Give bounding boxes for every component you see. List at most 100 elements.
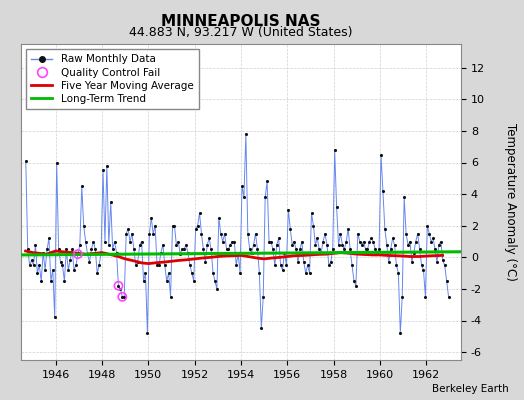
Point (387, 246, 395, 253)
Point (303, 262, 312, 268)
Point (249, 242, 258, 248)
Point (288, 242, 297, 248)
Point (423, 222, 432, 229)
Point (159, 242, 167, 248)
Point (172, 242, 181, 248)
Point (272, 242, 281, 248)
Point (286, 226, 294, 232)
Point (411, 238, 420, 245)
Text: MINNEAPOLIS NAS: MINNEAPOLIS NAS (161, 14, 321, 29)
Point (141, 270, 150, 276)
Point (211, 278, 219, 284)
Point (338, 242, 346, 248)
Point (383, 242, 391, 248)
Point (78, 183, 86, 189)
Point (373, 249, 381, 256)
Point (292, 246, 300, 253)
Point (242, 131, 250, 137)
Point (49, 267, 57, 273)
Point (267, 238, 275, 245)
Point (168, 222, 177, 229)
Point (147, 214, 156, 221)
Point (301, 270, 310, 276)
Point (228, 238, 236, 245)
Point (31, 242, 40, 248)
Point (282, 262, 291, 268)
Point (66, 257, 74, 264)
Point (153, 262, 161, 268)
Point (261, 194, 269, 200)
Point (57, 259, 65, 265)
Point (103, 162, 111, 169)
Point (124, 226, 132, 232)
Point (116, 286, 125, 292)
Point (180, 246, 188, 253)
Point (321, 230, 329, 237)
Point (26, 262, 34, 268)
Point (89, 238, 97, 245)
Point (178, 246, 187, 253)
Point (270, 262, 279, 268)
Point (367, 235, 376, 242)
Point (269, 246, 277, 253)
Point (416, 246, 424, 253)
Point (91, 246, 100, 253)
Point (362, 246, 370, 253)
Point (188, 270, 196, 276)
Point (160, 262, 169, 268)
Point (190, 278, 198, 284)
Point (199, 246, 208, 253)
Point (379, 188, 387, 194)
Point (275, 235, 283, 242)
Point (33, 270, 41, 276)
Point (408, 259, 416, 265)
Point (436, 238, 445, 245)
Point (296, 246, 304, 253)
Point (280, 249, 289, 256)
Point (371, 246, 379, 253)
Point (112, 249, 121, 256)
Point (27, 257, 36, 264)
Point (404, 242, 412, 248)
Point (72, 262, 80, 268)
Point (238, 183, 246, 189)
Point (216, 230, 225, 237)
Point (128, 230, 136, 237)
Point (390, 242, 399, 248)
Point (385, 259, 393, 265)
Point (439, 257, 447, 264)
Point (35, 262, 43, 268)
Point (380, 226, 389, 232)
Point (429, 235, 438, 242)
Point (323, 242, 331, 248)
Point (433, 259, 441, 265)
Point (313, 235, 322, 242)
Point (170, 222, 179, 229)
Point (326, 259, 335, 265)
Point (402, 230, 410, 237)
Point (185, 262, 194, 268)
Point (197, 230, 205, 237)
Point (213, 286, 221, 292)
Point (400, 194, 408, 200)
Point (64, 267, 72, 273)
Point (331, 147, 339, 153)
Point (253, 246, 261, 253)
Point (421, 294, 430, 300)
Point (43, 246, 51, 253)
Point (174, 238, 182, 245)
Legend: Raw Monthly Data, Quality Control Fail, Five Year Moving Average, Long-Term Tren: Raw Monthly Data, Quality Control Fail, … (26, 49, 199, 109)
Point (278, 267, 287, 273)
Point (215, 214, 223, 221)
Point (354, 230, 362, 237)
Point (419, 267, 428, 273)
Point (143, 330, 151, 336)
Point (165, 270, 173, 276)
Point (74, 251, 82, 257)
Point (259, 294, 267, 300)
Point (342, 238, 351, 245)
Point (137, 238, 146, 245)
Point (319, 238, 328, 245)
Point (417, 262, 425, 268)
Point (167, 294, 175, 300)
